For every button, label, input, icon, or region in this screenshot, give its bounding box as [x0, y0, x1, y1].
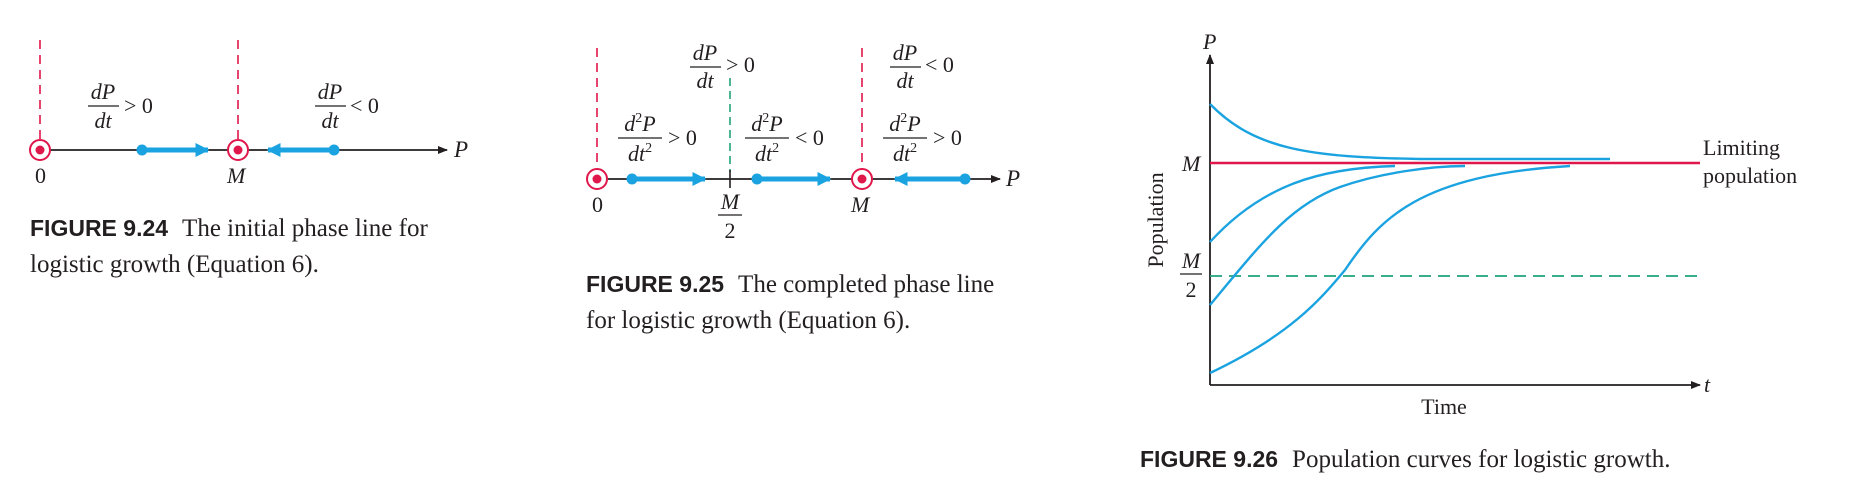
svg-text:M: M: [720, 189, 741, 214]
figure-9-25-caption: FIGURE 9.25 The completed phase line for …: [586, 266, 994, 339]
x-axis-var-label: t: [1704, 372, 1711, 397]
curve-above-m: [1209, 103, 1610, 161]
caption-text-line1: The completed phase line: [738, 271, 995, 298]
svg-text:dt2: dt2: [893, 141, 917, 166]
caption-text: Population curves for logistic growth.: [1292, 446, 1671, 473]
second-derivative-label-1: d2P dt2 > 0: [618, 111, 697, 166]
svg-text:dt2: dt2: [628, 141, 652, 166]
svg-text:> 0: > 0: [933, 125, 962, 150]
increasing-arrow-1-tail-dot: [626, 173, 638, 185]
svg-text:d2P: d2P: [889, 111, 920, 136]
second-derivative-label-3: d2P dt2 > 0: [883, 111, 962, 166]
zero-label: 0: [35, 163, 46, 188]
y-axis-var-label: P: [1202, 29, 1216, 54]
equilibrium-m-center: [233, 145, 243, 155]
svg-text:dt: dt: [321, 108, 339, 133]
svg-text:> 0: > 0: [726, 52, 755, 77]
figure-9-25-phase-line: P 0 M M 2 dP dt > 0 dP dt < 0: [586, 40, 1020, 243]
svg-text:d2P: d2P: [624, 111, 655, 136]
curve-start-low: [1209, 164, 1571, 375]
curve-start-high: [1209, 164, 1396, 243]
half-m-label: M 2: [718, 189, 742, 243]
limiting-label-line1: Limiting: [1703, 135, 1780, 160]
svg-text:> 0: > 0: [124, 93, 153, 118]
equilibrium-zero-center: [592, 174, 602, 184]
curve-start-middle: [1209, 164, 1466, 306]
m-label: M: [226, 163, 247, 188]
svg-text:< 0: < 0: [795, 125, 824, 150]
svg-text:2: 2: [725, 218, 736, 243]
second-derivative-label-2: d2P dt2 < 0: [745, 111, 824, 166]
dpdt-negative-label: dP dt < 0: [890, 40, 954, 93]
svg-text:dt: dt: [696, 68, 714, 93]
equilibrium-m-center: [857, 174, 867, 184]
figure-number: FIGURE 9.26: [1140, 446, 1279, 472]
zero-label: 0: [592, 192, 603, 217]
caption-text-line2: for logistic growth (Equation 6).: [586, 307, 911, 334]
increasing-arrow-2-tail-dot: [751, 173, 763, 185]
svg-text:dP: dP: [893, 40, 917, 65]
figure-9-26-population-curves: P t Time Population M M 2 Limiting popul…: [1143, 29, 1797, 419]
svg-text:dP: dP: [318, 79, 342, 104]
svg-text:> 0: > 0: [668, 125, 697, 150]
dpdt-positive-label: dP dt > 0: [690, 40, 755, 93]
m-tick-label: M: [1181, 151, 1202, 176]
dpdt-negative-label: dP dt < 0: [315, 79, 379, 133]
svg-text:dt: dt: [896, 68, 914, 93]
svg-text:d2P: d2P: [751, 111, 782, 136]
increasing-arrow-tail-dot: [136, 144, 148, 156]
p-axis-label: P: [453, 137, 468, 162]
figure-9-24-caption: FIGURE 9.24 The initial phase line for lo…: [30, 210, 428, 283]
equilibrium-zero-center: [35, 145, 45, 155]
svg-text:< 0: < 0: [925, 52, 954, 77]
caption-text-line1: The initial phase line for: [182, 215, 428, 242]
svg-text:< 0: < 0: [350, 93, 379, 118]
x-axis-title: Time: [1421, 394, 1467, 419]
svg-text:dP: dP: [91, 79, 115, 104]
limiting-label-line2: population: [1703, 163, 1797, 188]
dpdt-positive-label: dP dt > 0: [88, 79, 153, 133]
y-axis-title: Population: [1143, 172, 1168, 267]
svg-text:M: M: [1181, 248, 1202, 273]
figure-9-24-phase-line: P 0 M dP dt > 0 dP dt < 0: [29, 40, 468, 188]
figure-number: FIGURE 9.25: [586, 271, 725, 297]
half-m-tick-label: M 2: [1180, 248, 1202, 302]
figure-9-26-caption: FIGURE 9.26 Population curves for logisti…: [1140, 441, 1670, 478]
svg-text:2: 2: [1186, 277, 1197, 302]
svg-text:dt2: dt2: [755, 141, 779, 166]
figure-number: FIGURE 9.24: [30, 215, 169, 241]
svg-text:dt: dt: [94, 108, 112, 133]
m-label: M: [850, 192, 871, 217]
caption-text-line2: logistic growth (Equation 6).: [30, 251, 319, 278]
p-axis-label: P: [1005, 166, 1020, 191]
decreasing-arrow-tail-dot: [959, 173, 971, 185]
svg-text:dP: dP: [693, 40, 717, 65]
decreasing-arrow-tail-dot: [328, 144, 340, 156]
